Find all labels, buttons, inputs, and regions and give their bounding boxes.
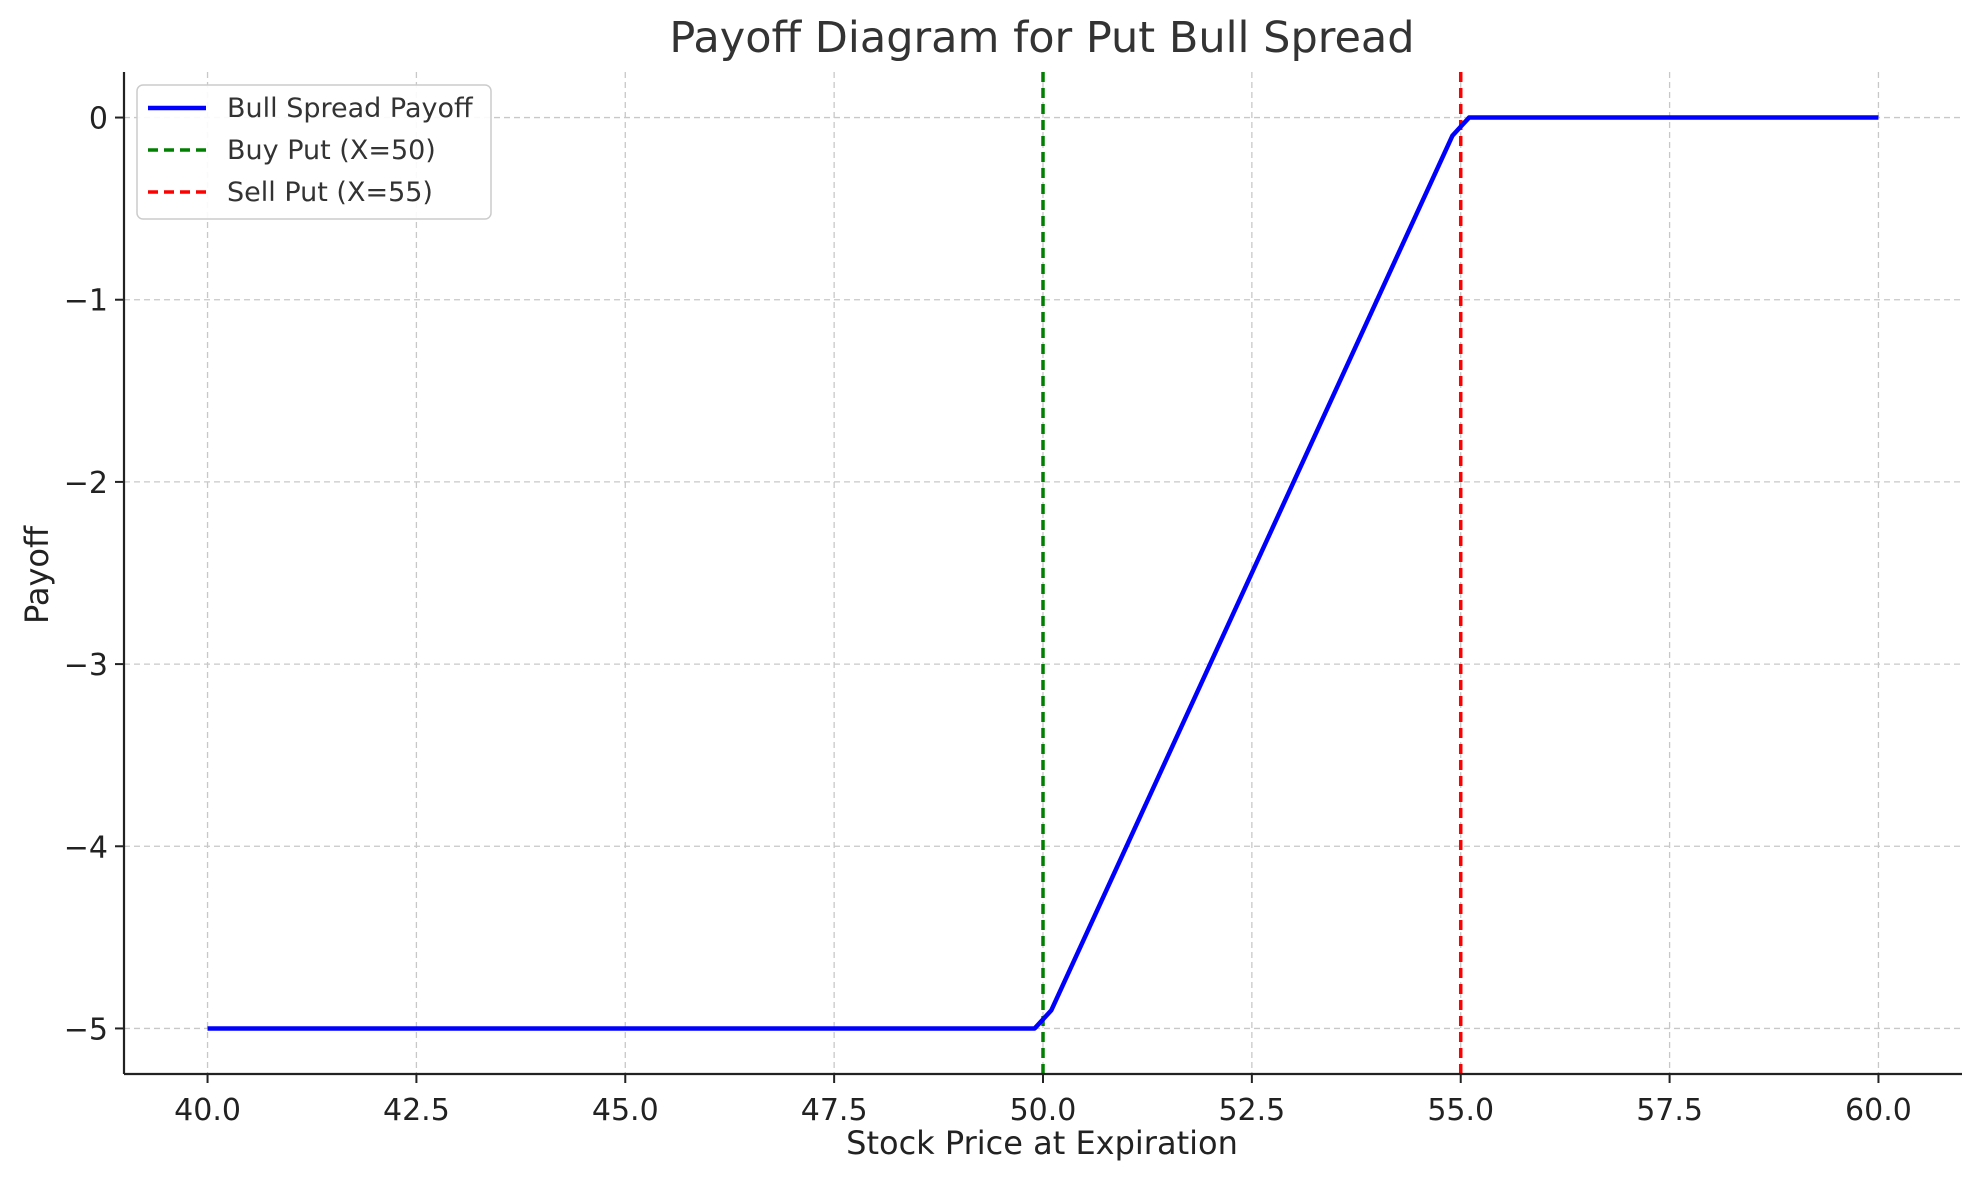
x-axis-ticks: 40.0 42.5 45.0 47.5 50.0 52.5 55.0 57.5 60.0 xyxy=(174,1074,1912,1128)
chart-title: Payoff Diagram for Put Bull Spread xyxy=(669,13,1414,63)
series-layer xyxy=(207,115,1879,1031)
y-tick-label-4: −4 xyxy=(64,830,108,865)
x-tick-label-8: 60.0 xyxy=(1845,1093,1912,1128)
y-axis-ticks: 0 −1 −2 −3 −4 −5 xyxy=(64,102,124,1047)
legend: Bull Spread Payoff Buy Put (X=50) Sell P… xyxy=(136,84,492,220)
x-tick-label-2: 45.0 xyxy=(592,1093,659,1128)
x-tick-label-4: 50.0 xyxy=(1010,1093,1077,1128)
legend-label-bull-spread: Bull Spread Payoff xyxy=(227,93,474,124)
y-tick-label-5: −5 xyxy=(64,1012,108,1047)
series-line-0 xyxy=(207,115,1879,1031)
x-tick-label-0: 40.0 xyxy=(174,1093,241,1128)
legend-frame xyxy=(136,84,492,220)
y-tick-label-3: −3 xyxy=(64,648,108,683)
x-axis-label: Stock Price at Expiration xyxy=(846,1124,1238,1162)
y-axis-label: Payoff xyxy=(18,525,56,624)
x-tick-label-5: 52.5 xyxy=(1218,1093,1285,1128)
x-tick-label-6: 55.0 xyxy=(1427,1093,1494,1128)
x-tick-label-7: 57.5 xyxy=(1636,1093,1703,1128)
x-tick-label-3: 47.5 xyxy=(801,1093,868,1128)
strike-lines xyxy=(1041,72,1463,1074)
x-tick-label-1: 42.5 xyxy=(383,1093,450,1128)
y-tick-label-0: 0 xyxy=(89,102,108,137)
legend-label-buy-put: Buy Put (X=50) xyxy=(227,135,436,166)
y-tick-label-1: −1 xyxy=(64,284,108,319)
legend-label-sell-put: Sell Put (X=55) xyxy=(227,177,433,208)
y-tick-label-2: −2 xyxy=(64,466,108,501)
